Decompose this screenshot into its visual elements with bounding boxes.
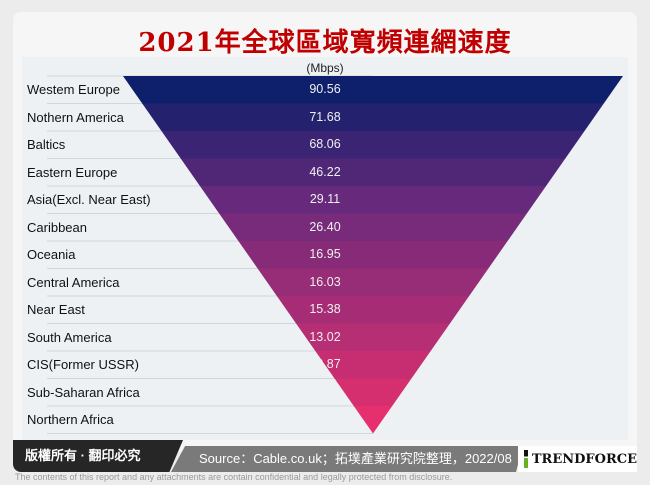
category-label: Central America — [27, 274, 120, 290]
value-label: 16.95 — [309, 247, 341, 261]
category-label: Oceania — [27, 247, 76, 262]
value-label: 26.40 — [309, 219, 341, 234]
footer: 版權所有 · 翻印必究 Source：Cable.co.uk；拓墣產業研究院整理… — [13, 440, 637, 472]
funnel-bar-1 — [142, 103, 604, 131]
value-label: 16.03 — [309, 274, 341, 289]
funnel-bar-9 — [296, 323, 450, 351]
category-label: Northern Africa — [27, 412, 114, 427]
funnel-bar-10 — [315, 351, 431, 379]
value-label: 90.56 — [309, 82, 341, 96]
chart-panel: (Mbps) Westem Europe 90.56 Nothern America… — [22, 57, 628, 440]
category-label: Caribbean — [27, 219, 87, 235]
value-label: 13.02 — [309, 329, 341, 344]
value-label: 15.38 — [309, 302, 341, 316]
value-label: 29.11 — [309, 192, 341, 206]
funnel-bar-11 — [334, 378, 412, 406]
category-label: Nothern America — [27, 109, 124, 125]
logo-text: TRENDFORCE — [531, 451, 637, 467]
funnel-bar-7 — [257, 268, 489, 296]
trendforce-logo: TRENDFORCE — [518, 446, 637, 472]
source-text: Source：Cable.co.uk；拓墣產業研究院整理，2022/08 — [171, 446, 523, 472]
value-label: 68.06 — [309, 137, 341, 151]
disclaimer: The contents of this report and any atta… — [15, 472, 453, 482]
value-label: 5.68 — [312, 405, 338, 419]
funnel-bar-12 — [353, 406, 393, 434]
funnel-bar-6 — [238, 241, 508, 269]
funnel-bar-3 — [180, 158, 566, 186]
category-label: Sub-Saharan Africa — [27, 384, 140, 400]
funnel-bar-5 — [219, 213, 527, 241]
funnel-bar-4 — [199, 186, 547, 214]
category-label: South America — [27, 329, 112, 345]
category-label: CIS(Former USSR) — [27, 357, 139, 372]
copyright-text: 版權所有 · 翻印必究 — [13, 440, 183, 472]
unit-label: (Mbps) — [306, 61, 344, 75]
category-label: Asia(Excl. Near East) — [27, 192, 151, 207]
logo-mark-icon — [524, 450, 528, 468]
category-label: Baltics — [27, 137, 66, 152]
funnel-chart — [47, 75, 623, 434]
chart-title: 2021年全球區域寬頻連網速度 — [138, 28, 512, 58]
category-label: Eastern Europe — [27, 164, 118, 180]
value-label: 71.68 — [309, 109, 341, 124]
funnel-bar-2 — [161, 131, 585, 159]
value-label: 12.87 — [309, 357, 341, 371]
value-label: 6.56 — [312, 384, 338, 399]
funnel-bar-8 — [276, 296, 470, 324]
category-label: Near East — [27, 302, 85, 317]
category-label: Westem Europe — [27, 82, 120, 97]
value-label: 46.22 — [309, 164, 341, 179]
funnel-bar-0 — [123, 76, 623, 104]
